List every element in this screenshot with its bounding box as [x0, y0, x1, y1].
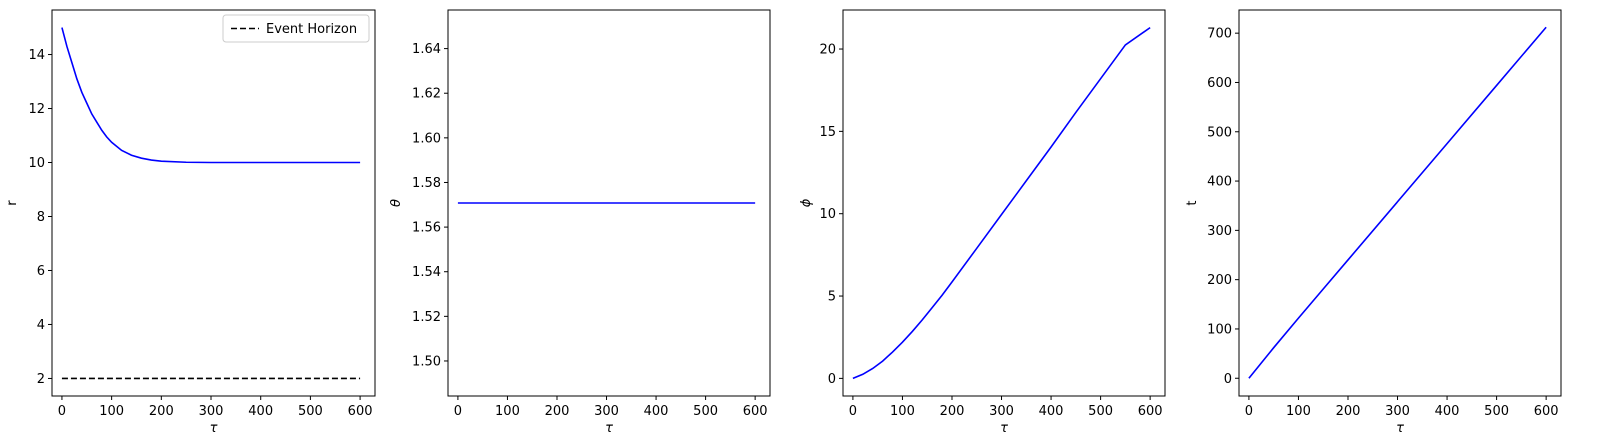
- plot-frame: [447, 9, 771, 397]
- x-axis-label: τ: [1396, 421, 1404, 436]
- y-tick-label: 1.56: [412, 221, 441, 236]
- subplot-3: 0 100 200 300 400 500 600 0 5 10 15 20 τ ϕ: [799, 9, 1166, 436]
- x-tick-label: 600: [1534, 404, 1559, 419]
- x-tick-label: 300: [594, 404, 619, 419]
- y-axis-label: ϕ: [799, 198, 814, 207]
- y-axis-label: r: [5, 200, 20, 206]
- series-line-1: [61, 27, 361, 164]
- series-line-1: [852, 26, 1151, 380]
- x-tick-label: 0: [454, 404, 462, 419]
- x-tick-label: 200: [149, 404, 174, 419]
- x-tick-label: 600: [743, 404, 768, 419]
- legend-box: [222, 14, 370, 43]
- plot-frame: [842, 9, 1166, 397]
- x-tick-label: 600: [348, 404, 373, 419]
- y-tick-label: 14: [28, 48, 45, 63]
- y-tick-label: 5: [828, 290, 836, 305]
- x-tick-label: 100: [495, 404, 520, 419]
- x-tick-label: 0: [849, 404, 857, 419]
- legend: Event Horizon: [222, 14, 370, 43]
- y-tick-label: 700: [1207, 27, 1232, 42]
- y-tick-label: 200: [1207, 273, 1232, 288]
- y-tick-label: 1.58: [412, 176, 441, 191]
- x-tick-label: 400: [248, 404, 273, 419]
- y-tick-label: 1.54: [412, 265, 441, 280]
- x-tick-label: 200: [545, 404, 570, 419]
- x-tick-label: 0: [1245, 404, 1253, 419]
- x-tick-label: 100: [99, 404, 124, 419]
- y-tick-label: 300: [1207, 224, 1232, 239]
- x-tick-label: 400: [644, 404, 669, 419]
- x-axis-label: τ: [1000, 421, 1008, 436]
- series-line-1: [1248, 26, 1547, 379]
- y-tick-label: 100: [1207, 322, 1232, 337]
- y-tick-label: 8: [37, 210, 45, 225]
- x-axis-label: τ: [210, 421, 218, 436]
- y-tick-label: 600: [1207, 76, 1232, 91]
- y-tick-label: 1.52: [412, 310, 441, 325]
- subplot-2: 0 100 200 300 400 500 600 1.50 1.52 1.54 1.56 1.58 1…: [389, 9, 771, 436]
- y-tick-label: 1.62: [412, 87, 441, 102]
- y-tick-label: 1.50: [412, 354, 441, 369]
- y-tick-label: 10: [819, 207, 836, 222]
- x-tick-label: 300: [1385, 404, 1410, 419]
- x-tick-label: 500: [1088, 404, 1113, 419]
- x-tick-label: 300: [199, 404, 224, 419]
- y-axis-label: θ: [389, 199, 404, 207]
- x-tick-label: 500: [1484, 404, 1509, 419]
- y-tick-label: 1.64: [412, 42, 441, 57]
- y-tick-label: 2: [37, 372, 45, 387]
- subplot-1: 0 100 200 300 400 500 600 2 4 6 8 10 12 14 τ r Event Hor…: [5, 9, 376, 436]
- plot-frame: [51, 9, 376, 397]
- x-axis-label: τ: [605, 421, 613, 436]
- y-tick-label: 500: [1207, 125, 1232, 140]
- y-tick-label: 4: [37, 318, 45, 333]
- x-tick-label: 500: [298, 404, 323, 419]
- x-tick-label: 100: [1286, 404, 1311, 419]
- y-tick-label: 6: [37, 264, 45, 279]
- x-tick-label: 200: [940, 404, 965, 419]
- x-tick-label: 300: [989, 404, 1014, 419]
- x-tick-label: 400: [1039, 404, 1064, 419]
- y-tick-label: 1.60: [412, 131, 441, 146]
- subplot-4: 0 100 200 300 400 500 600 0 100 200 300 400 500 600 70…: [1185, 9, 1562, 436]
- x-tick-label: 400: [1435, 404, 1460, 419]
- x-tick-label: 200: [1336, 404, 1361, 419]
- x-tick-label: 100: [890, 404, 915, 419]
- x-tick-label: 600: [1138, 404, 1163, 419]
- y-axis-label: t: [1185, 200, 1200, 205]
- y-tick-label: 12: [28, 102, 45, 117]
- y-tick-label: 20: [819, 43, 836, 58]
- y-tick-label: 0: [1224, 372, 1232, 387]
- plot-frame: [1238, 9, 1562, 397]
- x-tick-label: 500: [693, 404, 718, 419]
- y-tick-label: 400: [1207, 175, 1232, 190]
- y-tick-label: 10: [28, 156, 45, 171]
- y-tick-label: 15: [819, 125, 836, 140]
- legend-label: Event Horizon: [266, 22, 357, 37]
- y-tick-label: 0: [828, 372, 836, 387]
- x-tick-label: 0: [58, 404, 66, 419]
